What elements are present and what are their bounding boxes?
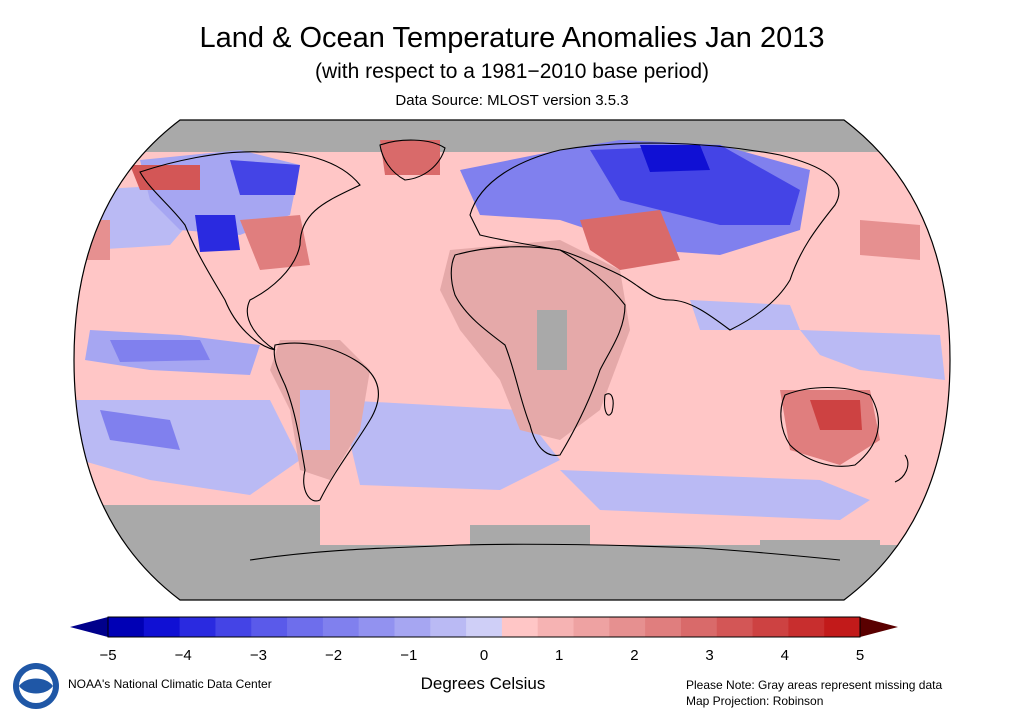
map-frame: [73, 119, 951, 601]
legend-color-cell: [358, 617, 395, 637]
missing-antarctic: [74, 545, 950, 600]
cool-west-pacific: [800, 330, 945, 380]
legend-tick-label: −1: [400, 647, 418, 664]
projection-note: Map Projection: Robinson: [686, 694, 824, 708]
cool-south-atlantic: [340, 400, 560, 490]
africa-outline: [450, 246, 626, 456]
organization-label: NOAA's National Climatic Data Center: [68, 677, 272, 691]
legend-color-cell: [501, 617, 539, 637]
cold-south-pacific-core: [100, 410, 180, 450]
new-zealand-outline: [894, 454, 909, 483]
north-america-outline: [139, 151, 361, 351]
south-america-outline: [273, 342, 379, 502]
warm-central-asia: [580, 210, 680, 270]
legend-color-cell: [322, 617, 360, 637]
very-cold-siberia: [590, 145, 800, 225]
legend-color-cell: [143, 617, 181, 637]
madagascar-outline: [604, 393, 614, 416]
legend-tick-label: 4: [780, 647, 789, 664]
eurasia-outline: [469, 142, 840, 331]
map-title: Land & Ocean Temperature Anomalies Jan 2…: [199, 22, 825, 54]
coastlines: [139, 139, 909, 561]
legend-color-cell: [215, 617, 252, 637]
legend-tick-label: 2: [630, 647, 639, 664]
legend-units: Degrees Celsius: [420, 674, 546, 693]
legend-color-cell: [788, 617, 825, 637]
australia-outline: [780, 386, 879, 467]
missing-south-atlantic: [470, 525, 590, 550]
warm-greenland: [380, 140, 440, 175]
extreme-cold-siberia: [640, 145, 710, 172]
legend-color-cell: [716, 617, 754, 637]
legend-low-arrow: [70, 617, 108, 637]
legend-tick-label: 0: [479, 647, 489, 664]
cool-indochina: [690, 300, 800, 330]
data-source: Data Source: MLOST version 3.5.3: [395, 92, 629, 109]
legend-high-arrow: [860, 617, 898, 637]
missing-arctic: [74, 120, 950, 152]
missing-data-note: Please Note: Gray areas represent missin…: [686, 678, 943, 692]
legend-color-cell: [394, 617, 431, 637]
legend-color-cell: [645, 617, 682, 637]
legend-tick-label: 5: [855, 647, 865, 664]
legend-color-cell: [251, 617, 288, 637]
legend-color-cell: [573, 617, 610, 637]
missing-central-africa: [537, 310, 567, 370]
noaa-logo-icon: [13, 663, 59, 709]
legend-color-cell: [466, 617, 503, 637]
legend-tick-label: 1: [555, 647, 564, 664]
legend-tick-label: −2: [325, 647, 343, 664]
cold-hudson-bay: [230, 160, 300, 195]
legend-tick-label: −5: [99, 647, 117, 664]
legend-tick-label: −4: [174, 647, 192, 664]
warm-eastern-us: [240, 215, 310, 270]
cold-rockies: [195, 215, 240, 252]
legend-color-cell: [537, 617, 575, 637]
greenland-outline: [379, 139, 446, 181]
hot-australia-core: [810, 400, 862, 430]
legend-tick-label: −3: [249, 647, 267, 664]
warm-northeast-pacific: [860, 220, 920, 260]
legend-color-cell: [609, 617, 646, 637]
map-subtitle: (with respect to a 1981−2010 base period…: [314, 60, 709, 83]
legend-bar-frame: [107, 616, 861, 638]
legend-color-cell: [752, 617, 789, 637]
legend-color-cell: [108, 617, 145, 637]
legend-color-cell: [179, 617, 216, 637]
warm-alaska: [130, 165, 200, 190]
legend-color-cell: [287, 617, 324, 637]
cold-east-pacific-core: [110, 340, 210, 362]
cool-south-america: [300, 390, 330, 450]
legend-color-cell: [824, 617, 861, 637]
anomaly-field: [74, 120, 950, 600]
legend-color-cell: [430, 617, 467, 637]
legend-color-cell: [680, 617, 718, 637]
warm-africa: [440, 240, 630, 440]
antarctica-outline: [249, 543, 841, 561]
cool-southern-ocean: [560, 470, 870, 520]
legend-tick-label: 3: [705, 647, 714, 664]
missing-south-indian: [760, 540, 880, 550]
